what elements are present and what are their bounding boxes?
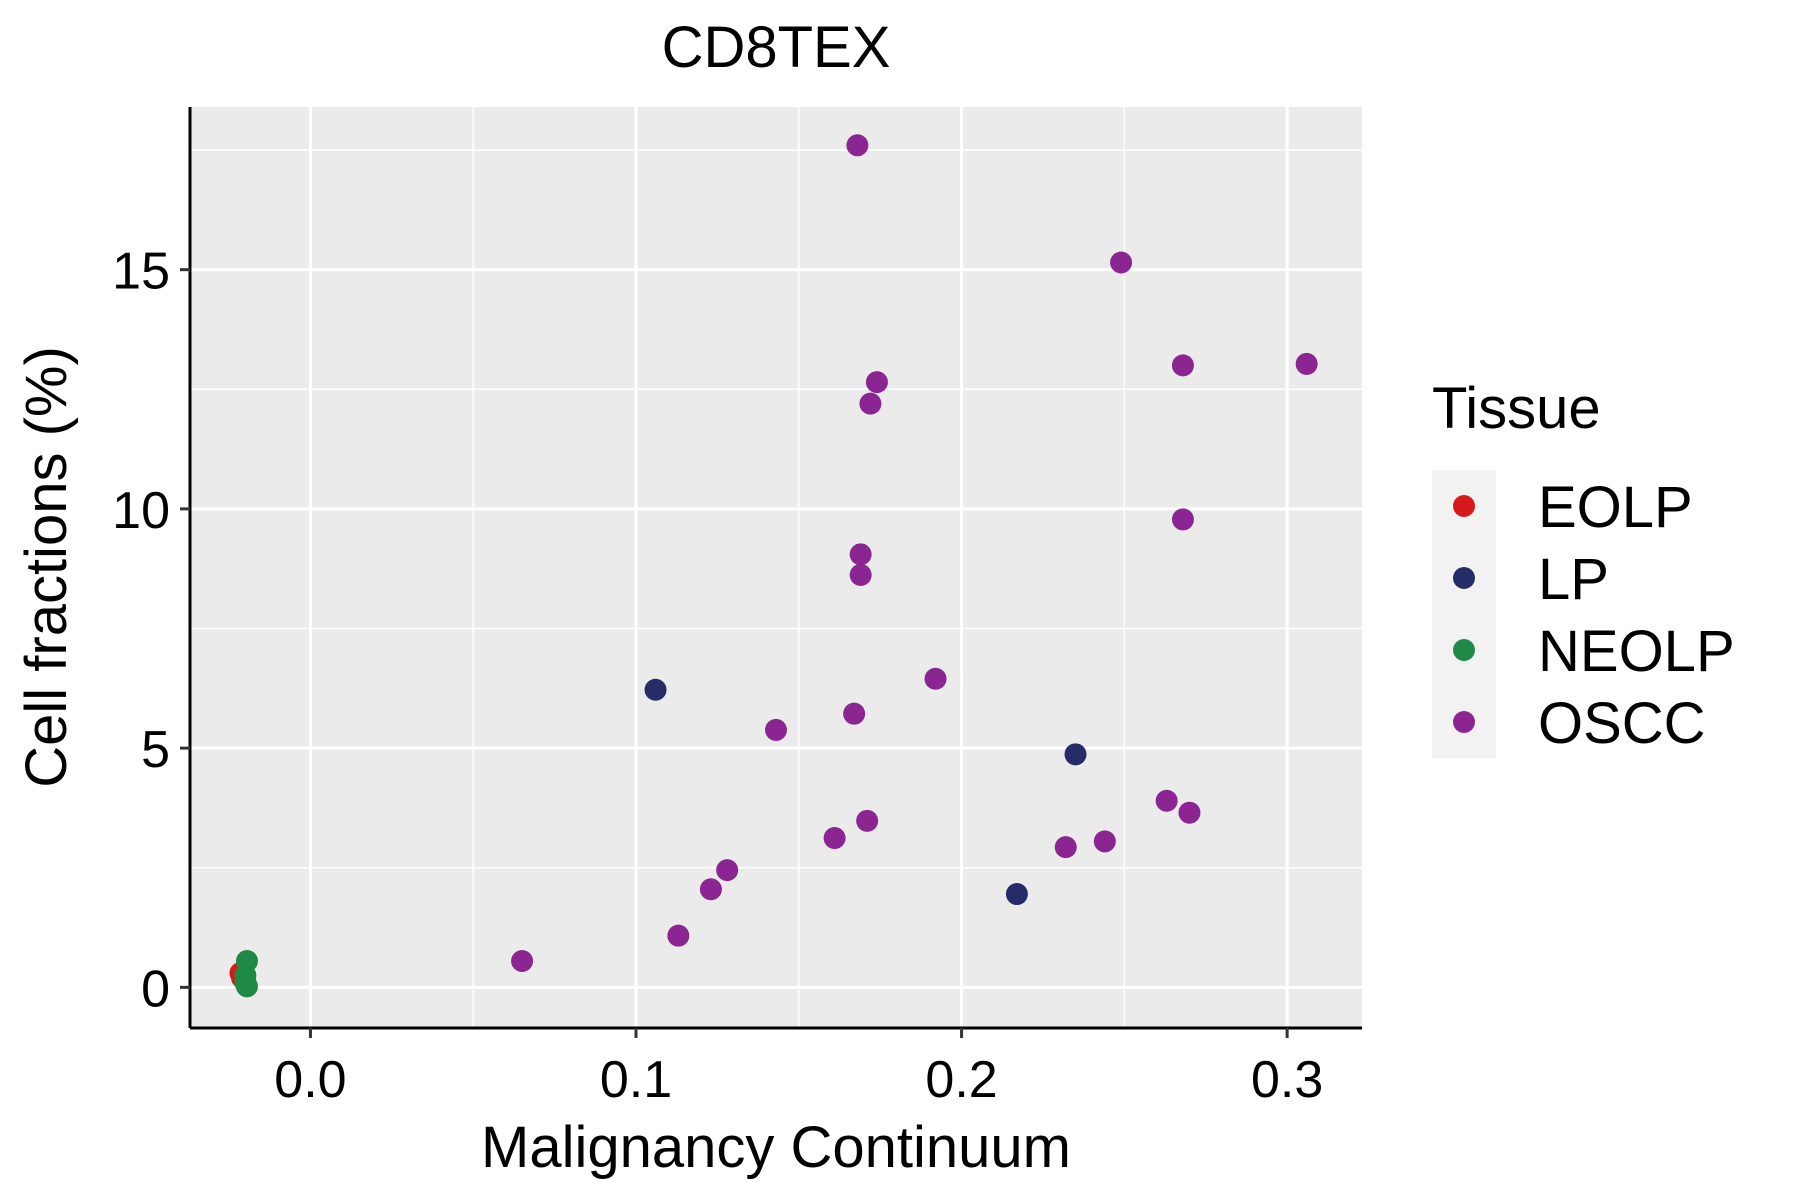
data-point-oscc — [1178, 801, 1201, 824]
y-tick-label: 5 — [141, 721, 170, 779]
legend-title: Tissue — [1432, 376, 1601, 441]
legend-label-neolp: NEOLP — [1538, 619, 1735, 684]
data-point-lp — [1064, 743, 1087, 766]
y-tick-label: 0 — [141, 960, 170, 1018]
data-point-oscc — [849, 563, 872, 586]
data-point-neolp — [234, 964, 257, 987]
data-point-oscc — [716, 859, 739, 882]
y-tick-label: 10 — [112, 482, 170, 540]
data-points — [229, 134, 1318, 998]
data-point-oscc — [1054, 836, 1077, 859]
x-axis-title: Malignancy Continuum — [481, 1115, 1071, 1180]
legend: Tissue EOLP LP NEOLP OSCC — [1432, 376, 1735, 758]
data-point-oscc — [846, 134, 869, 157]
y-tick-label: 15 — [112, 243, 170, 301]
data-point-oscc — [1110, 251, 1133, 274]
data-point-oscc — [1155, 789, 1178, 812]
data-point-lp — [1005, 883, 1028, 906]
data-point-oscc — [924, 667, 947, 690]
data-point-oscc — [667, 924, 690, 947]
data-point-oscc — [1295, 352, 1318, 375]
data-point-oscc — [1093, 830, 1116, 853]
legend-label-oscc: OSCC — [1538, 691, 1706, 756]
x-tick-label: 0.1 — [600, 1051, 672, 1109]
data-point-lp — [644, 678, 667, 701]
legend-key-eolp — [1453, 495, 1475, 517]
chart-title: CD8TEX — [662, 15, 891, 80]
data-point-oscc — [1171, 508, 1194, 531]
data-point-oscc — [823, 827, 846, 850]
y-axis-title: Cell fractions (%) — [14, 346, 79, 788]
x-tick-label: 0.2 — [925, 1051, 997, 1109]
axis-ticks: 0.0 0.1 0.2 0.3 0 5 10 15 — [112, 243, 1323, 1109]
data-point-oscc — [699, 878, 722, 901]
grid-lines — [190, 107, 1362, 1028]
legend-key-neolp — [1453, 639, 1475, 661]
legend-key-background — [1432, 470, 1496, 758]
legend-key-lp — [1453, 567, 1475, 589]
data-point-oscc — [865, 371, 888, 394]
data-point-oscc — [859, 392, 882, 415]
x-tick-label: 0.0 — [274, 1051, 346, 1109]
legend-key-oscc — [1453, 711, 1475, 733]
x-tick-label: 0.3 — [1251, 1051, 1323, 1109]
plot-background — [190, 107, 1362, 1028]
data-point-oscc — [856, 809, 879, 832]
data-point-oscc — [843, 702, 866, 725]
data-point-oscc — [1171, 354, 1194, 377]
data-point-oscc — [849, 543, 872, 566]
data-point-oscc — [765, 718, 787, 741]
data-point-oscc — [511, 950, 534, 973]
legend-label-eolp: EOLP — [1538, 475, 1693, 540]
legend-label-lp: LP — [1538, 547, 1609, 612]
